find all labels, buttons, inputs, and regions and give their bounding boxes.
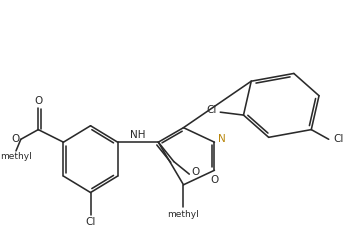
Text: N: N: [218, 134, 226, 144]
Text: O: O: [12, 134, 20, 144]
Text: O: O: [34, 96, 42, 106]
Text: Cl: Cl: [85, 217, 96, 227]
Text: O: O: [191, 167, 199, 177]
Text: methyl: methyl: [0, 152, 32, 161]
Text: O: O: [210, 175, 219, 185]
Text: NH: NH: [130, 130, 146, 140]
Text: methyl: methyl: [168, 210, 200, 219]
Text: Cl: Cl: [333, 134, 344, 144]
Text: Cl: Cl: [206, 105, 217, 115]
